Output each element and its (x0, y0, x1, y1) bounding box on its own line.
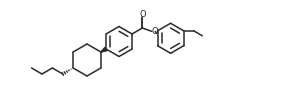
Text: O: O (152, 27, 158, 36)
Polygon shape (101, 47, 107, 52)
Text: O: O (139, 10, 146, 19)
